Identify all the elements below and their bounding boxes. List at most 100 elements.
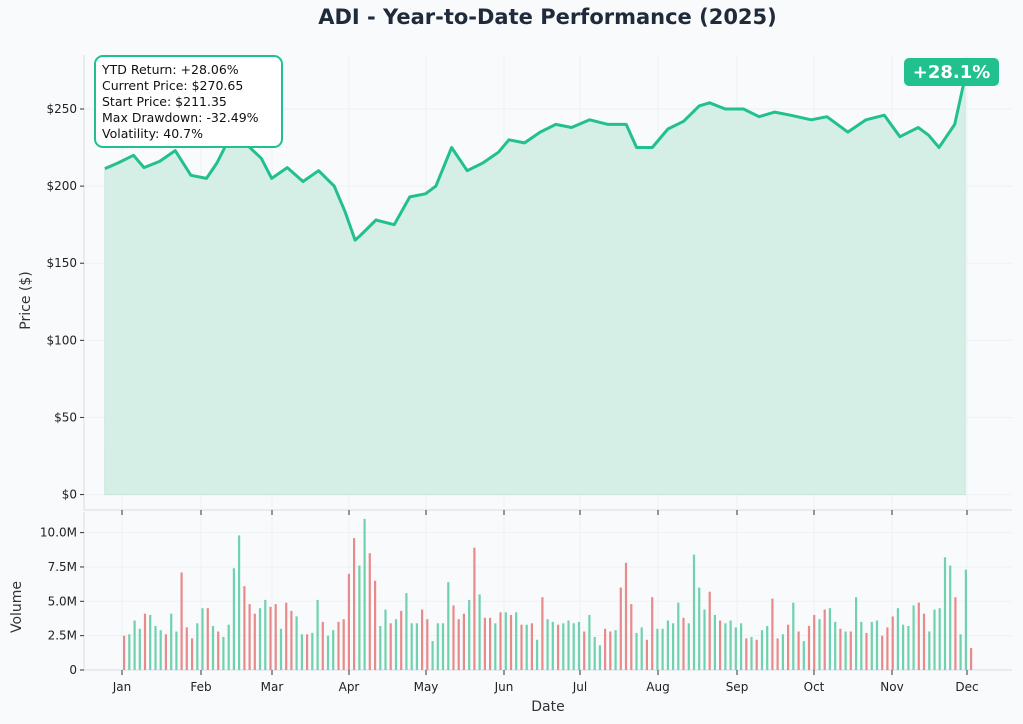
volume-bar — [755, 639, 758, 670]
volume-bar — [504, 612, 507, 670]
volume-bar — [891, 616, 894, 670]
volume-bar — [609, 631, 612, 670]
volume-bar — [698, 587, 701, 670]
xtick-label: Nov — [880, 680, 903, 694]
volume-bar — [499, 612, 502, 670]
volume-bar — [719, 620, 722, 670]
volume-bar — [232, 568, 235, 670]
volume-bar — [483, 617, 486, 670]
volume-bar — [530, 623, 533, 670]
xtick-label: Apr — [339, 680, 360, 694]
volume-bar — [938, 608, 941, 670]
volume-bar — [541, 597, 544, 670]
volume-bar — [295, 616, 298, 670]
volume-bar — [123, 635, 126, 670]
volume-bar — [457, 619, 460, 670]
volume-bar — [661, 628, 664, 670]
volume-bar — [431, 641, 434, 670]
volume-bar — [583, 631, 586, 670]
price-ytick-label: $50 — [54, 410, 77, 424]
xtick-label: Dec — [955, 680, 978, 694]
xlabel: Date — [531, 699, 564, 715]
volume-bar — [855, 597, 858, 670]
xtick-label: Sep — [726, 680, 749, 694]
volume-bar — [279, 628, 283, 670]
volume-bar — [886, 627, 889, 670]
volume-bar — [468, 599, 471, 670]
xtick-label: Jul — [572, 680, 587, 694]
volume-bar — [316, 599, 319, 670]
volume-bar — [760, 630, 764, 670]
volume-bar — [933, 609, 936, 670]
volume-bar — [651, 597, 654, 670]
volume-bar — [337, 621, 340, 670]
volume-bar — [692, 554, 696, 670]
volume-bar — [285, 602, 288, 670]
volume-bar — [954, 597, 957, 670]
volume-bar — [347, 573, 350, 670]
volume-bar — [839, 628, 842, 670]
volume-bar — [917, 602, 920, 670]
volume-bar — [970, 648, 973, 670]
volume-bar — [447, 582, 450, 670]
volume-ytick-label: 5.0M — [48, 594, 77, 608]
volume-bar — [656, 628, 659, 670]
volume-bar — [640, 627, 643, 670]
volume-bar — [326, 635, 330, 670]
volume-bar — [515, 612, 518, 670]
stats-line: YTD Return: +28.06% — [101, 62, 239, 77]
return-badge — [904, 58, 999, 86]
volume-bar — [902, 624, 905, 670]
price-ylabel: Price ($) — [18, 271, 34, 329]
volume-bar — [922, 613, 926, 670]
volume-bar — [577, 621, 581, 670]
volume-bar — [306, 634, 309, 670]
volume-bar — [562, 623, 565, 670]
volume-bar — [776, 638, 779, 670]
volume-bar — [771, 598, 774, 670]
volume-bar — [311, 632, 314, 670]
volume-bar — [818, 619, 821, 670]
volume-bar — [828, 608, 831, 670]
stats-box — [94, 55, 283, 148]
volume-bar — [332, 630, 335, 670]
volume-bar — [154, 626, 157, 670]
volume-bar — [536, 639, 539, 670]
volume-bar — [813, 615, 816, 670]
volume-bar — [520, 624, 523, 670]
volume-bar — [201, 608, 204, 670]
volume-bar — [243, 586, 246, 670]
volume-bar — [635, 632, 638, 670]
volume-bar — [624, 562, 628, 670]
volume-bar — [290, 610, 293, 670]
price-ytick-label: $250 — [46, 102, 77, 116]
volume-bar — [807, 626, 811, 670]
volume-bar — [436, 623, 439, 670]
volume-bar — [896, 608, 899, 670]
volume-bar — [645, 639, 648, 670]
volume-bar — [844, 631, 847, 670]
volume-bar — [959, 634, 962, 670]
volume-bar — [264, 599, 267, 670]
price-ytick-label: $100 — [46, 333, 77, 347]
volume-bar — [400, 610, 403, 670]
volume-bar — [870, 621, 873, 670]
volume-bar — [363, 518, 366, 670]
volume-bar — [321, 621, 324, 670]
volume-bar — [598, 645, 601, 670]
xtick-label: Aug — [646, 680, 669, 694]
volume-bar — [374, 580, 377, 670]
volume-bar — [248, 604, 251, 670]
stats-line: Current Price: $270.65 — [102, 78, 243, 93]
volume-bar — [196, 623, 199, 670]
volume-bar — [875, 620, 879, 670]
volume-bar — [781, 634, 784, 670]
volume-bar — [253, 613, 256, 670]
volume-bar — [238, 535, 241, 670]
volume-bar — [185, 627, 188, 670]
volume-bar — [421, 609, 424, 670]
volume-bar — [206, 608, 209, 670]
volume-bar — [170, 613, 173, 670]
volume-bar — [525, 624, 528, 670]
volume-bar — [593, 637, 596, 670]
